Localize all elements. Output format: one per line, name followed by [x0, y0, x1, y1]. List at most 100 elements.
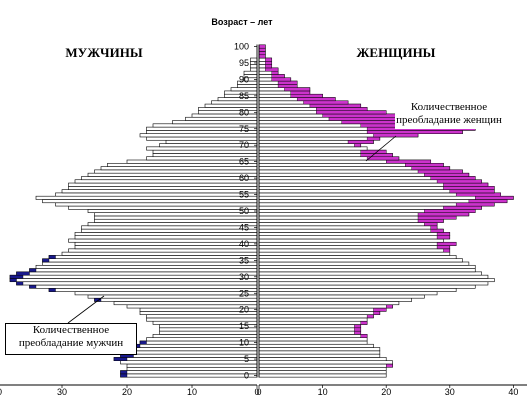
men-bar-age-21	[126, 304, 258, 309]
women-excess-age-79	[322, 113, 400, 118]
men-bar-age-24	[87, 294, 258, 299]
women-excess-age-47	[417, 219, 444, 223]
women-bar-age-44	[258, 228, 444, 233]
women-bar-age-5	[258, 357, 387, 361]
men-bar-age-50	[87, 209, 258, 213]
men-x-tick-10: 10	[187, 387, 197, 397]
men-bar-age-46	[87, 222, 258, 227]
women-bar-age-34	[258, 261, 470, 266]
men-bar-age-47	[94, 218, 258, 223]
women-excess-age-49	[417, 212, 470, 217]
women-bar-age-40	[258, 241, 457, 246]
men-bar-age-88	[237, 84, 258, 88]
women-excess-age-19	[373, 311, 381, 315]
women-excess-age-38	[443, 248, 451, 253]
men-bar-age-31	[16, 271, 258, 276]
men-bar-age-68	[152, 149, 258, 154]
women-excess-age-57	[443, 186, 495, 190]
women-bar-age-26	[258, 288, 457, 292]
men-bar-age-13	[159, 330, 258, 335]
women-bar-age-3	[258, 363, 393, 368]
women-x-tick-0: 0	[256, 387, 261, 397]
men-bar-age-48	[94, 215, 258, 220]
women-bar-age-29	[258, 278, 495, 283]
age-tick-60: 60	[239, 173, 249, 183]
women-bar-age-41	[258, 238, 444, 243]
men-bar-age-42	[74, 235, 258, 240]
women-excess-age-80	[316, 110, 387, 115]
men-excess-age-28	[16, 281, 24, 286]
women-excess-age-94	[265, 64, 272, 69]
women-bar-age-10	[258, 340, 368, 345]
age-tick-95: 95	[239, 58, 249, 68]
women-excess-age-58	[443, 182, 489, 187]
women-excess-age-56	[449, 189, 495, 194]
men-bar-age-93	[250, 67, 258, 72]
women-bar-age-32	[258, 268, 476, 273]
age-tick-55: 55	[239, 190, 249, 200]
age-tick-100: 100	[234, 42, 249, 52]
men-bar-age-27	[29, 284, 258, 289]
men-bar-age-82	[204, 103, 258, 108]
men-bar-age-39	[74, 245, 258, 250]
women-excess-age-46	[424, 222, 438, 227]
men-bar-age-30	[9, 274, 258, 279]
men-bar-age-60	[81, 176, 258, 181]
age-tick-90: 90	[239, 74, 249, 84]
men-bar-age-64	[107, 162, 258, 167]
age-tick-35: 35	[239, 255, 249, 265]
men-bar-age-18	[146, 314, 258, 319]
women-excess-age-70	[354, 143, 361, 148]
women-excess-age-62	[417, 169, 463, 174]
women-bar-age-4	[258, 360, 393, 365]
women-bar-age-18	[258, 314, 374, 319]
men-bar-age-8	[126, 347, 258, 352]
men-bar-age-78	[185, 116, 258, 121]
women-excess-age-44	[430, 228, 444, 233]
women-bar-age-19	[258, 311, 381, 315]
men-bar-age-25	[74, 291, 258, 296]
age-tick-15: 15	[239, 321, 249, 331]
women-excess-age-3	[386, 363, 393, 368]
men-bar-age-2	[126, 366, 258, 371]
men-bar-age-26	[48, 288, 258, 292]
women-x-tick-10: 10	[318, 387, 328, 397]
women-excess-age-15	[354, 324, 361, 328]
men-bar-age-62	[94, 169, 258, 174]
women-excess-age-14	[354, 327, 361, 332]
age-tick-85: 85	[239, 91, 249, 101]
men-excess-age-29	[9, 278, 17, 282]
men-bar-age-4	[120, 360, 258, 365]
women-bar-age-42	[258, 235, 451, 240]
men-side-label: МУЖЧИНЫ	[65, 45, 142, 60]
age-tick-40: 40	[239, 239, 249, 249]
men-excess-age-10	[139, 340, 147, 345]
men-bar-age-38	[68, 248, 258, 253]
men-x-tick-20: 20	[122, 387, 132, 397]
women-bar-age-30	[258, 274, 489, 279]
men-bar-age-6	[120, 353, 258, 358]
women-excess-age-48	[417, 215, 457, 220]
women-excess-age-63	[411, 166, 451, 171]
women-x-tick-30: 30	[445, 387, 455, 397]
women-excess-age-74	[366, 130, 463, 134]
men-bar-age-53	[42, 199, 258, 204]
women-excess-age-90	[271, 77, 292, 82]
labels: Возраст – лет МУЖЧИНЫ ЖЕНЩИНЫ	[65, 17, 435, 60]
men-bar-age-41	[68, 238, 258, 243]
women-excess-age-40	[436, 242, 457, 246]
women-bar-age-45	[258, 225, 438, 230]
women-excess-age-16	[360, 321, 368, 325]
women-excess-age-42	[436, 235, 450, 240]
men-bar-age-58	[68, 182, 258, 187]
men-bar-age-59	[74, 179, 258, 184]
men-bar-age-44	[81, 228, 258, 233]
women-excess-age-13	[354, 330, 361, 335]
men-excess-age-0	[120, 373, 128, 378]
age-tick-20: 20	[239, 305, 249, 315]
women-excess-age-83	[303, 100, 349, 105]
women-bar-age-70	[258, 143, 362, 148]
men-bar-age-94	[250, 64, 258, 69]
women-excess-age-52	[455, 202, 495, 207]
men-excess-age-36	[48, 255, 56, 259]
